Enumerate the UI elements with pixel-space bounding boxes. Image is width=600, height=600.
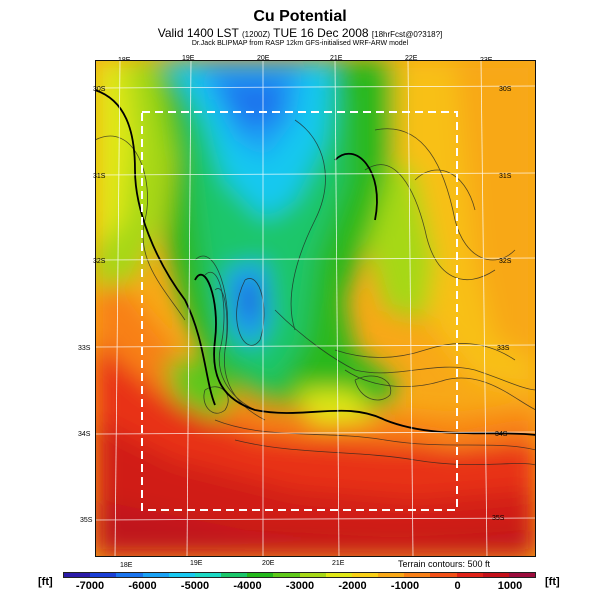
lat-label-left: 34S (78, 431, 91, 438)
colorbar-segment (116, 573, 143, 577)
colorbar-tick-label: -2000 (338, 580, 367, 592)
terrain-contour-note: Terrain contours: 500 ft (398, 559, 491, 569)
cu-potential-map (95, 60, 536, 557)
lat-label-left: 32S (93, 258, 106, 265)
lat-label-left: 31S (93, 173, 106, 180)
colorbar-segment (273, 573, 300, 577)
lon-label-top: 22E (405, 55, 418, 62)
colorbar-segment (325, 573, 352, 577)
colorbar-tick-label: -4000 (233, 580, 262, 592)
lat-label-left: 30S (93, 86, 106, 93)
lon-label-bottom: 21E (332, 560, 345, 567)
colorbar-segment (247, 573, 274, 577)
colorbar-segment (64, 573, 91, 577)
chart-title: Cu Potential (253, 8, 347, 25)
lat-label-right: 32S (499, 258, 512, 265)
colorbar-segment (299, 573, 326, 577)
forecast-date: TUE 16 Dec 2008 (273, 26, 369, 40)
colorbar-tick-label: -3000 (285, 580, 315, 592)
colorbar-segment (456, 573, 483, 577)
utc-time: (1200Z) (242, 30, 271, 39)
lon-label-bottom: 18E (120, 562, 133, 569)
colorbar-segment (508, 573, 536, 577)
graticule (95, 60, 536, 557)
lon-label-top: 19E (182, 55, 195, 62)
valid-time-line: Valid 1400 LST (1200Z) TUE 16 Dec 2008 [… (0, 26, 600, 40)
inner-domain-box (141, 111, 458, 511)
map-border (95, 60, 536, 557)
colorbar-segment (142, 573, 169, 577)
colour-field (95, 60, 536, 557)
lat-label-left: 33S (78, 345, 91, 352)
colorbar-segment (168, 573, 195, 577)
colorbar-tick-label: -7000 (75, 580, 105, 592)
lon-label-bottom: 20E (262, 560, 275, 567)
colorbar-tick-label: 1000 (497, 580, 523, 592)
colorbar-unit-left: [ft] (38, 576, 53, 588)
colorbar (63, 572, 536, 578)
colorbar-tick-label: 0 (454, 580, 461, 592)
colorbar-segment (482, 573, 509, 577)
valid-time: Valid 1400 LST (157, 26, 239, 40)
colorbar-tick-label: -5000 (180, 580, 210, 592)
colorbar-segment (404, 573, 431, 577)
forecast-tag: [18hrFcst@0?318?] (371, 30, 443, 39)
lat-label-right: 34S (495, 431, 508, 438)
colorbar-segment (351, 573, 379, 577)
lon-label-bottom: 19E (190, 560, 203, 567)
colorbar-segment (378, 573, 405, 577)
lat-label-right: 31S (499, 173, 512, 180)
colorbar-unit-right: [ft] (545, 576, 560, 588)
colorbar-segment (90, 573, 117, 577)
colorbar-tick-label: -1000 (390, 580, 420, 592)
lat-label-left: 35S (80, 517, 93, 524)
lon-label-top: 20E (257, 55, 270, 62)
lon-label-top: 21E (330, 55, 343, 62)
lat-label-right: 30S (499, 86, 512, 93)
lat-label-right: 33S (497, 345, 510, 352)
colorbar-tick-label: -6000 (128, 580, 157, 592)
colorbar-segment (430, 573, 457, 577)
lat-label-right: 35S (492, 515, 505, 522)
model-credit: Dr.Jack BLIPMAP from RASP 12km GFS-initi… (191, 40, 409, 47)
colorbar-segment (194, 573, 222, 577)
colorbar-segment (221, 573, 248, 577)
